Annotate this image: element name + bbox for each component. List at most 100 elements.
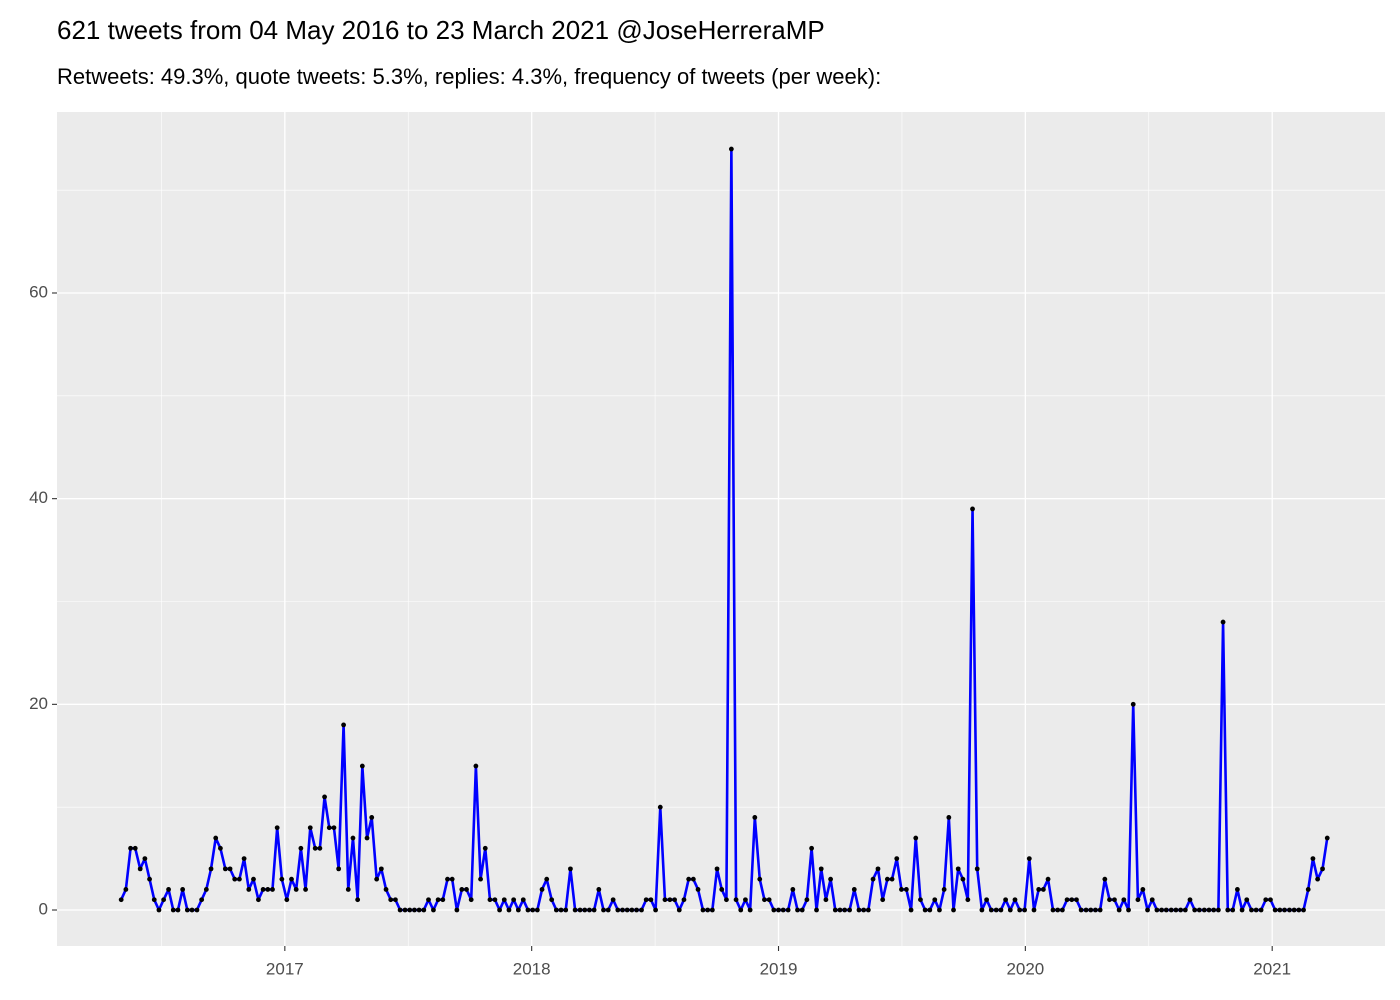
data-point xyxy=(289,876,294,882)
data-point xyxy=(123,887,129,892)
data-point xyxy=(568,866,573,872)
data-point xyxy=(1140,887,1146,892)
data-point xyxy=(643,897,649,903)
data-point xyxy=(1003,897,1009,903)
data-point xyxy=(118,897,124,903)
data-point xyxy=(497,907,502,913)
data-point xyxy=(799,907,805,913)
data-point xyxy=(1112,897,1117,903)
data-point xyxy=(823,897,829,903)
data-point xyxy=(724,897,729,903)
data-point xyxy=(776,907,781,913)
data-point xyxy=(549,897,555,903)
data-point xyxy=(880,897,886,903)
data-point xyxy=(1078,907,1084,913)
data-point xyxy=(364,835,370,841)
data-point xyxy=(501,897,507,903)
data-point xyxy=(336,866,342,872)
data-point xyxy=(856,907,862,913)
data-point xyxy=(407,907,413,913)
data-point xyxy=(1263,897,1269,903)
data-point xyxy=(899,887,904,892)
x-tick-label: 2019 xyxy=(760,959,798,978)
data-point xyxy=(1059,907,1065,913)
data-point xyxy=(539,887,545,892)
data-point xyxy=(747,907,753,913)
data-point xyxy=(762,897,767,903)
data-point xyxy=(1192,907,1198,913)
data-point xyxy=(355,897,361,903)
data-point xyxy=(1102,876,1108,882)
data-point xyxy=(1211,907,1217,913)
data-point xyxy=(903,887,909,892)
data-point xyxy=(341,722,346,728)
data-point xyxy=(582,907,588,913)
data-point xyxy=(1064,897,1070,903)
data-point xyxy=(842,907,848,913)
data-point xyxy=(681,897,687,903)
data-point xyxy=(440,897,446,903)
data-point xyxy=(1126,907,1131,913)
data-point xyxy=(1305,887,1311,892)
data-point xyxy=(1206,907,1212,913)
data-point xyxy=(1149,897,1155,903)
data-point xyxy=(397,907,403,913)
data-point xyxy=(317,845,323,851)
data-point xyxy=(1007,907,1013,913)
data-point xyxy=(1093,907,1098,913)
data-point xyxy=(653,907,658,913)
data-point xyxy=(449,876,455,882)
data-point xyxy=(1296,907,1302,913)
data-point xyxy=(804,897,810,903)
data-point xyxy=(1301,907,1306,913)
data-point xyxy=(1277,907,1283,913)
data-point xyxy=(184,907,190,913)
data-point xyxy=(937,907,942,913)
data-point xyxy=(1258,907,1264,913)
data-point xyxy=(142,856,148,861)
data-point xyxy=(1196,907,1202,913)
data-point xyxy=(700,907,706,913)
data-point xyxy=(1145,907,1150,913)
data-point xyxy=(733,897,739,903)
data-point xyxy=(988,907,994,913)
data-point xyxy=(1249,907,1254,913)
data-point xyxy=(222,866,228,872)
data-point xyxy=(601,907,606,913)
data-point xyxy=(307,825,313,831)
data-point xyxy=(421,907,427,913)
data-point xyxy=(1253,907,1259,913)
data-point xyxy=(147,876,152,882)
data-point xyxy=(955,866,961,872)
data-point xyxy=(615,907,621,913)
data-point xyxy=(686,876,692,882)
data-point xyxy=(156,907,162,913)
data-point xyxy=(927,907,933,913)
data-point xyxy=(203,887,209,892)
data-point xyxy=(378,866,384,872)
data-point xyxy=(128,845,133,851)
data-point xyxy=(487,897,493,903)
data-point xyxy=(610,897,616,903)
x-tick-label: 2021 xyxy=(1253,959,1291,978)
data-point xyxy=(175,907,181,913)
data-point xyxy=(818,866,824,872)
data-point xyxy=(464,887,469,892)
y-tick-label: 0 xyxy=(39,899,48,918)
data-point xyxy=(1121,897,1127,903)
data-point xyxy=(1225,907,1231,913)
data-point xyxy=(563,907,569,913)
data-point xyxy=(832,907,838,913)
data-point xyxy=(1088,907,1094,913)
data-point xyxy=(639,907,644,913)
data-point xyxy=(260,887,266,892)
data-point xyxy=(279,876,285,882)
data-point xyxy=(402,907,408,913)
data-point xyxy=(795,907,800,913)
data-point xyxy=(1272,907,1278,913)
data-point xyxy=(530,907,536,913)
data-point xyxy=(1036,887,1042,892)
data-point xyxy=(274,825,280,831)
data-point xyxy=(331,825,337,831)
